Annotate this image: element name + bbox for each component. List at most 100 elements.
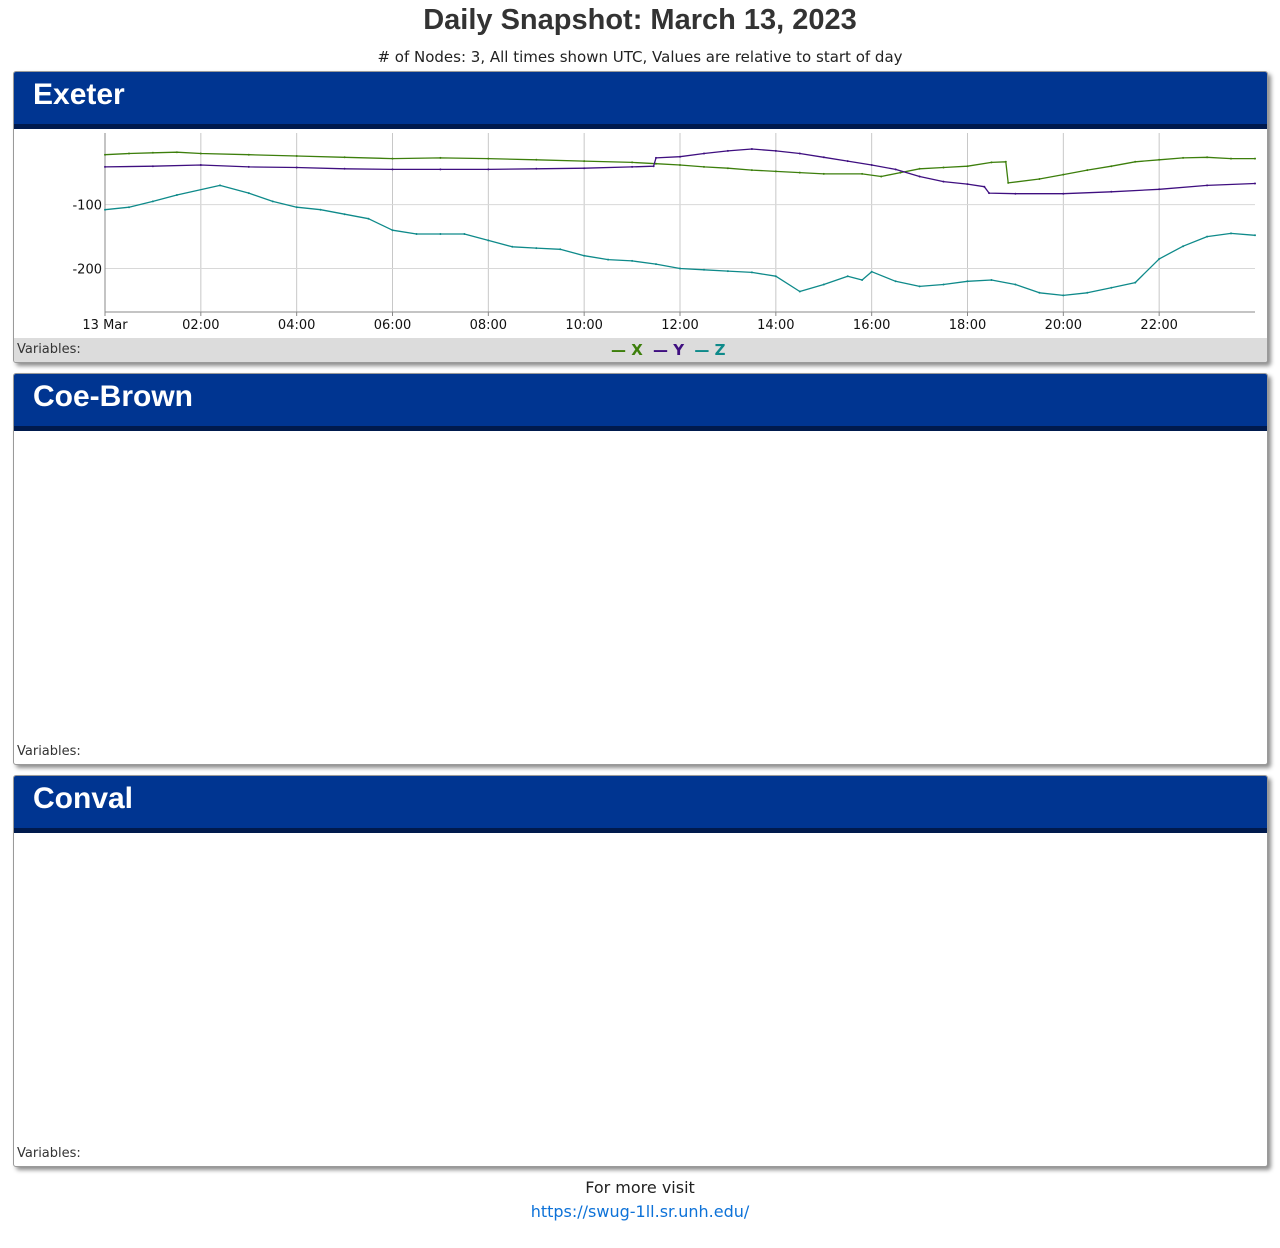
data-point-z (511, 245, 514, 248)
data-point-x (295, 155, 298, 157)
data-point-x (1086, 169, 1089, 172)
data-point-x (535, 158, 538, 161)
variables-label: Variables: (17, 744, 81, 759)
variables-bar: Variables: — X — Y — Z (14, 338, 1267, 362)
data-point-y (439, 168, 442, 171)
page-subtitle: # of Nodes: 3, All times shown UTC, Valu… (377, 48, 903, 66)
data-point-z (1062, 294, 1065, 297)
data-point-x (679, 164, 681, 166)
data-point-z (861, 279, 864, 281)
data-point-y (1062, 192, 1065, 195)
data-point-x (151, 151, 154, 154)
x-tick-label: 06:00 (374, 318, 411, 333)
data-point-z (822, 283, 825, 286)
chart-panel-empty: Variables: (14, 431, 1267, 764)
data-point-y (846, 160, 849, 163)
data-point-y (343, 167, 346, 170)
data-point-y (894, 168, 897, 171)
x-tick-label: 02:00 (182, 318, 219, 333)
node-card-exeter: Exeter 13 Mar 02:00 04:00 06:00 08:00 10:00 12… (13, 71, 1268, 363)
data-point-x (247, 153, 250, 156)
x-tick-label: 16:00 (853, 318, 890, 333)
data-point-y (798, 152, 801, 155)
data-point-z (271, 200, 274, 203)
data-point-y (652, 165, 655, 168)
legend-label-x: X (631, 341, 643, 359)
x-tick-label: 10:00 (565, 318, 602, 333)
data-point-x (1182, 156, 1185, 159)
footer-link[interactable]: https://swug-1ll.sr.unh.edu/ (530, 1202, 750, 1221)
data-point-z (1230, 232, 1232, 235)
data-point-y (487, 168, 490, 171)
data-point-z (846, 275, 849, 278)
data-point-z (990, 279, 993, 281)
data-point-x (343, 156, 346, 159)
data-point-y (983, 185, 986, 188)
data-point-z (894, 280, 897, 283)
data-point-z (151, 200, 154, 203)
data-point-y (750, 148, 753, 150)
variables-bar: Variables: (14, 1142, 1267, 1166)
data-point-x (1206, 156, 1209, 159)
data-point-z (726, 270, 729, 273)
data-point-x (942, 166, 945, 169)
data-point-x (1007, 181, 1010, 184)
data-point-x (439, 156, 442, 159)
data-point-x (391, 157, 394, 160)
node-title: Exeter (14, 72, 1267, 129)
page-title: Daily Snapshot: March 13, 2023 (423, 4, 857, 36)
legend-item-y[interactable]: — Y (653, 341, 685, 359)
data-point-x (899, 171, 902, 174)
y-tick-label: -200 (72, 263, 102, 278)
data-point-y (918, 175, 921, 178)
y-tick-label: -100 (72, 199, 102, 214)
data-point-z (583, 254, 586, 257)
data-point-x (822, 172, 825, 175)
legend-item-z[interactable]: — Z (694, 341, 726, 359)
data-point-y (104, 165, 106, 168)
data-point-y (151, 165, 154, 168)
x-tick-label: 12:00 (661, 318, 698, 333)
data-point-y (535, 167, 538, 170)
data-point-y (942, 180, 945, 183)
data-point-z (104, 208, 106, 211)
data-point-z (703, 268, 705, 271)
data-point-z (559, 248, 562, 251)
data-point-z (942, 283, 945, 286)
data-point-z (247, 192, 250, 195)
x-tick-label: 22:00 (1140, 318, 1177, 333)
data-point-z (1206, 235, 1209, 238)
node-title: Conval (14, 776, 1267, 833)
data-point-x (798, 171, 801, 174)
data-point-y (247, 165, 250, 168)
x-tick-label: 20:00 (1045, 318, 1082, 333)
data-point-y (679, 155, 681, 158)
data-point-z (175, 194, 178, 196)
data-point-x (1038, 178, 1041, 180)
data-point-z (343, 213, 346, 216)
data-point-x (1134, 160, 1137, 163)
data-point-y (1014, 192, 1017, 195)
data-point-y (966, 183, 969, 186)
data-point-z (319, 208, 322, 211)
data-point-y (1206, 184, 1209, 187)
footer: For more visit https://swug-1ll.sr.unh.e… (0, 1178, 1280, 1221)
node-card-coe-brown: Coe-Brown Variables: (13, 373, 1268, 765)
data-point-y (1254, 182, 1256, 185)
variables-bar: Variables: (14, 740, 1267, 764)
data-point-x (1158, 158, 1161, 161)
data-point-x (655, 162, 657, 165)
data-point-y (583, 167, 586, 170)
data-point-x (1254, 157, 1256, 160)
legend-item-x[interactable]: — X (611, 341, 643, 359)
data-point-z (415, 233, 418, 235)
series-layer (104, 148, 1256, 297)
data-point-y (703, 152, 705, 155)
data-point-x (199, 152, 202, 155)
x-tick-label: 18:00 (949, 318, 986, 333)
data-point-x (487, 157, 490, 160)
data-point-z (1254, 234, 1256, 237)
data-point-z (487, 239, 490, 242)
data-point-y (988, 192, 991, 195)
data-point-x (750, 169, 753, 172)
